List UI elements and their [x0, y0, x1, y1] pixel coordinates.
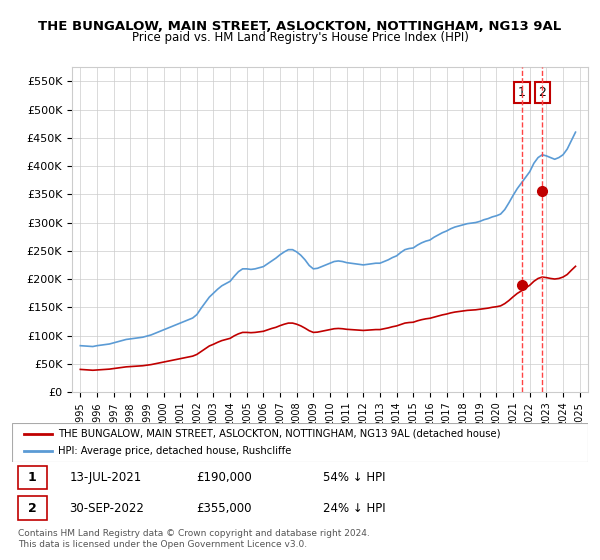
Text: HPI: Average price, detached house, Rushcliffe: HPI: Average price, detached house, Rush…: [58, 446, 292, 456]
Text: 2: 2: [538, 86, 546, 99]
Text: This data is licensed under the Open Government Licence v3.0.: This data is licensed under the Open Gov…: [18, 540, 307, 549]
Text: £355,000: £355,000: [196, 502, 252, 515]
FancyBboxPatch shape: [18, 466, 47, 489]
Text: 24% ↓ HPI: 24% ↓ HPI: [323, 502, 386, 515]
Text: Contains HM Land Registry data © Crown copyright and database right 2024.: Contains HM Land Registry data © Crown c…: [18, 529, 370, 538]
Text: Price paid vs. HM Land Registry's House Price Index (HPI): Price paid vs. HM Land Registry's House …: [131, 31, 469, 44]
Text: 1: 1: [518, 86, 526, 99]
Text: 2: 2: [28, 502, 37, 515]
Text: THE BUNGALOW, MAIN STREET, ASLOCKTON, NOTTINGHAM, NG13 9AL (detached house): THE BUNGALOW, MAIN STREET, ASLOCKTON, NO…: [58, 429, 500, 439]
Text: THE BUNGALOW, MAIN STREET, ASLOCKTON, NOTTINGHAM, NG13 9AL: THE BUNGALOW, MAIN STREET, ASLOCKTON, NO…: [38, 20, 562, 32]
Text: 13-JUL-2021: 13-JUL-2021: [70, 471, 142, 484]
FancyBboxPatch shape: [12, 423, 588, 462]
Text: £190,000: £190,000: [196, 471, 252, 484]
Text: 30-SEP-2022: 30-SEP-2022: [70, 502, 145, 515]
Text: 1: 1: [28, 471, 37, 484]
FancyBboxPatch shape: [18, 497, 47, 520]
Text: 54% ↓ HPI: 54% ↓ HPI: [323, 471, 386, 484]
